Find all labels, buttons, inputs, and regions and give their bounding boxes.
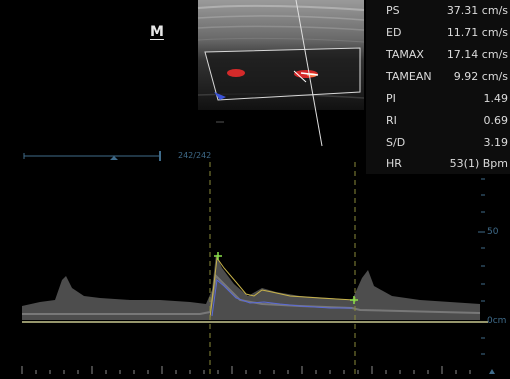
cine-marker-icon[interactable] bbox=[110, 156, 118, 160]
measurement-value: 11.71 cm/s bbox=[446, 26, 508, 39]
measurement-value: 53(1) Bpm bbox=[449, 157, 508, 170]
angle-correction-marker[interactable] bbox=[293, 70, 307, 83]
cine-scrollbar[interactable] bbox=[20, 150, 190, 164]
measurement-sd: S/D 3.19 bbox=[386, 136, 508, 154]
measurement-value: 9.92 cm/s bbox=[453, 70, 508, 83]
measurement-tamax: TAMAX 17.14 cm/s bbox=[386, 48, 508, 66]
doppler-cursor-line[interactable] bbox=[295, 0, 323, 147]
measurement-value: 0.69 bbox=[483, 114, 509, 127]
measurement-label: ED bbox=[386, 26, 402, 39]
measurement-label: RI bbox=[386, 114, 397, 127]
time-scale bbox=[21, 366, 471, 374]
cine-counter: 242/242 bbox=[178, 151, 212, 160]
velocity-scale-50-label: 50 bbox=[487, 227, 499, 237]
tissue-speckle bbox=[197, 4, 365, 99]
measurement-label: TAMEAN bbox=[386, 70, 432, 83]
measurement-ed: ED 11.71 cm/s bbox=[386, 26, 508, 44]
measurement-label: TAMAX bbox=[386, 48, 424, 61]
measurement-panel bbox=[366, 0, 510, 174]
max-velocity-envelope bbox=[209, 256, 355, 319]
mean-velocity-trace bbox=[211, 279, 352, 317]
measurement-label: HR bbox=[386, 157, 402, 170]
measurement-value: 3.19 bbox=[483, 136, 509, 149]
measurement-label: S/D bbox=[386, 136, 406, 149]
spectral-waveform bbox=[22, 254, 480, 320]
b-mode-image bbox=[197, 0, 365, 147]
velocity-baseline-label: 0cm bbox=[487, 316, 507, 326]
velocity-scale bbox=[478, 178, 485, 355]
sweep-marker-icon bbox=[489, 369, 495, 374]
sample-volume-gate[interactable] bbox=[300, 72, 319, 76]
measurement-value: 37.31 cm/s bbox=[446, 4, 508, 17]
measurement-pi: PI 1.49 bbox=[386, 92, 508, 110]
mode-logo: M bbox=[150, 24, 164, 40]
measurement-label: PS bbox=[386, 4, 400, 17]
end-diastole-caliper[interactable] bbox=[350, 296, 358, 304]
spectral-doppler bbox=[21, 162, 495, 378]
flow-red-left bbox=[227, 69, 245, 77]
measurement-value: 1.49 bbox=[483, 92, 509, 105]
measurement-label: PI bbox=[386, 92, 396, 105]
measurement-value: 17.14 cm/s bbox=[446, 48, 508, 61]
measurement-tamean: TAMEAN 9.92 cm/s bbox=[386, 70, 508, 88]
color-box[interactable] bbox=[204, 47, 361, 101]
measurement-ri: RI 0.69 bbox=[386, 114, 508, 132]
measurement-ps: PS 37.31 cm/s bbox=[386, 4, 508, 22]
peak-systole-caliper[interactable] bbox=[214, 252, 222, 260]
measurement-hr: HR 53(1) Bpm bbox=[386, 157, 508, 175]
flow-blue bbox=[214, 92, 226, 100]
